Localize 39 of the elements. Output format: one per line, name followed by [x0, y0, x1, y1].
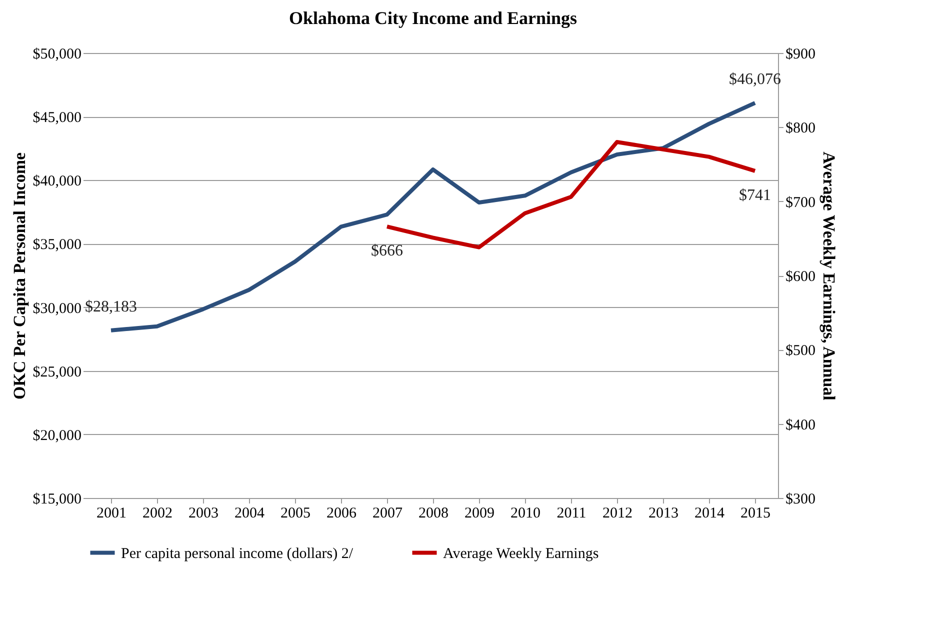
x-tick-label: 2008: [418, 506, 448, 522]
y-tick-label: $30,000: [32, 300, 82, 317]
data-label: $46,076: [729, 70, 781, 88]
y-tick-label: $45,000: [32, 110, 82, 126]
y2-tick-label: $400: [786, 417, 816, 434]
y-tick-label: $25,000: [32, 364, 82, 380]
y-tick-label: $50,000: [32, 46, 82, 62]
y2-tick-label: $900: [786, 46, 816, 62]
x-tick-label: 2005: [280, 506, 310, 522]
x-tick-label: 2007: [372, 506, 403, 522]
x-tick-label: 2006: [326, 506, 357, 522]
legend-label: Average Weekly Earnings: [443, 546, 599, 562]
y2-axis-title: Average Weekly Earnings, Annual: [820, 152, 838, 401]
y-tick-label: $40,000: [32, 174, 82, 190]
x-tick-label: 2009: [464, 506, 494, 522]
x-tick-label: 2003: [188, 506, 218, 522]
y2-tick-label: $500: [786, 343, 816, 360]
y-tick-label: $20,000: [32, 428, 82, 444]
x-tick-label: 2001: [96, 506, 126, 522]
x-tick-label: 2010: [510, 506, 540, 522]
x-tick-label: 2002: [142, 506, 172, 522]
x-tick-label: 2011: [556, 506, 586, 522]
chart-title: Oklahoma City Income and Earnings: [288, 8, 578, 28]
data-label: $28,183: [85, 298, 137, 316]
y2-tick-label: $800: [786, 120, 816, 137]
x-tick-label: 2014: [694, 506, 725, 522]
data-label: $741: [739, 186, 771, 204]
y-tick-label: $15,000: [32, 492, 82, 508]
y2-tick-label: $700: [786, 194, 816, 211]
x-tick-label: 2013: [648, 506, 678, 522]
x-tick-label: 2015: [740, 506, 770, 522]
data-label: $666: [371, 242, 403, 260]
y2-tick-label: $600: [786, 269, 816, 285]
y-axis-title: OKC Per Capita Personal Income: [10, 152, 29, 400]
y-tick-label: $35,000: [32, 237, 82, 254]
x-tick-label: 2012: [602, 506, 632, 522]
y2-tick-label: $300: [786, 492, 816, 508]
legend-label: Per capita personal income (dollars) 2/: [121, 546, 354, 562]
x-tick-label: 2004: [234, 506, 265, 522]
